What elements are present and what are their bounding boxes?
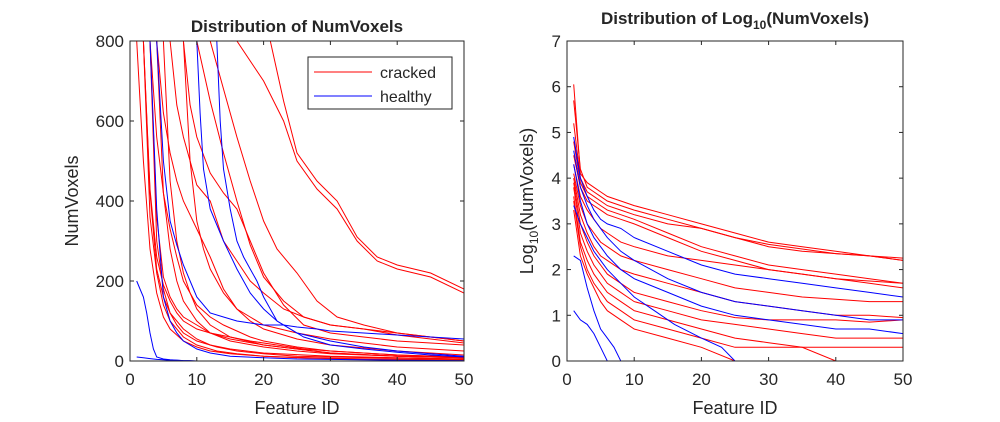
- series-line-cracked-8: [573, 182, 903, 323]
- axis-ticks: 0 10 20 30 40 50 0 200 400 600 800: [96, 32, 474, 389]
- x-tick-label: 0: [562, 370, 571, 389]
- series-line-healthy-18: [573, 310, 614, 361]
- series-lines: [136, 41, 464, 361]
- series-line-healthy-15: [573, 164, 903, 335]
- legend-label-healthy: healthy: [380, 89, 432, 106]
- y-tick-label: 4: [552, 169, 561, 188]
- title-tail: (NumVoxels): [766, 9, 869, 28]
- y-tick-label: 0: [115, 352, 124, 371]
- y-tick-label: 800: [96, 32, 124, 51]
- series-line-healthy-17: [573, 255, 622, 361]
- series-line-cracked-3: [573, 141, 903, 284]
- series-line-cracked-3: [196, 41, 464, 342]
- legend: cracked healthy: [307, 56, 453, 110]
- axis-ticks: 0 10 20 30 40 50 0 1 2 3 4 5 6 7: [552, 32, 913, 389]
- plot-area: [567, 41, 903, 361]
- x-tick-label: 50: [455, 370, 474, 389]
- series-lines: [573, 84, 903, 361]
- y-tick-label: 200: [96, 272, 124, 291]
- legend-box: [307, 56, 453, 110]
- series-line-healthy-18: [216, 41, 464, 358]
- y-tick-label: 7: [552, 32, 561, 51]
- series-line-cracked-10: [142, 41, 464, 360]
- y-tick-label: 1: [552, 306, 561, 325]
- y-tick-label: 6: [552, 78, 561, 97]
- y-tick-label: 0: [552, 352, 561, 371]
- y-axis-label: Log10(NumVoxels): [517, 128, 541, 274]
- ylabel-main: Log: [517, 244, 537, 274]
- x-axis-label: Feature ID: [692, 398, 777, 418]
- x-tick-label: 40: [826, 370, 845, 389]
- series-line-healthy-14: [573, 150, 903, 321]
- series-line-cracked-2: [573, 123, 903, 261]
- series-line-cracked-7: [149, 41, 464, 358]
- chart-title: Distribution of NumVoxels: [191, 17, 403, 36]
- y-tick-label: 2: [552, 261, 561, 280]
- series-line-healthy-17: [156, 41, 464, 340]
- series-line-cracked-16: [162, 41, 464, 359]
- x-tick-label: 40: [388, 370, 407, 389]
- series-line-cracked-12: [136, 41, 464, 361]
- ylabel-subscript: 10: [527, 230, 541, 244]
- y-tick-label: 5: [552, 123, 561, 142]
- series-line-healthy-20: [149, 41, 464, 361]
- ylabel-tail: (NumVoxels): [517, 128, 537, 231]
- chart-title: Distribution of Log10(NumVoxels): [601, 9, 869, 32]
- series-line-cracked-6: [573, 173, 903, 303]
- x-tick-label: 50: [894, 370, 913, 389]
- series-line-cracked-5: [573, 164, 903, 284]
- series-line-cracked-1: [269, 41, 464, 290]
- series-line-healthy-13: [573, 136, 903, 298]
- title-subscript: 10: [753, 18, 767, 32]
- x-axis-label: Feature ID: [254, 398, 339, 418]
- y-tick-label: 400: [96, 192, 124, 211]
- series-line-cracked-14: [156, 41, 464, 359]
- series-line-cracked-11: [573, 200, 903, 361]
- x-tick-label: 20: [254, 370, 273, 389]
- series-line-healthy-16: [573, 205, 903, 361]
- chart-numvoxels: 0 10 20 30 40 50 0 200 400 600 800 Distribution of…: [62, 17, 473, 418]
- x-tick-label: 20: [692, 370, 711, 389]
- series-line-cracked-0: [236, 41, 464, 294]
- series-line-cracked-0: [573, 84, 903, 261]
- series-line-healthy-19: [196, 41, 464, 357]
- series-line-cracked-1: [573, 100, 903, 259]
- series-line-cracked-10: [573, 196, 903, 348]
- x-tick-label: 0: [125, 370, 134, 389]
- x-tick-label: 10: [187, 370, 206, 389]
- x-tick-label: 30: [321, 370, 340, 389]
- y-tick-label: 3: [552, 215, 561, 234]
- series-line-cracked-12: [573, 210, 903, 361]
- x-tick-label: 30: [759, 370, 778, 389]
- y-axis-label: NumVoxels: [62, 155, 82, 246]
- title-main: Distribution of Log: [601, 9, 753, 28]
- x-tick-label: 10: [625, 370, 644, 389]
- legend-label-cracked: cracked: [380, 65, 436, 82]
- axes-box: [566, 40, 904, 362]
- series-line-cracked-4: [182, 41, 464, 346]
- y-tick-label: 600: [96, 112, 124, 131]
- series-line-cracked-9: [573, 187, 903, 339]
